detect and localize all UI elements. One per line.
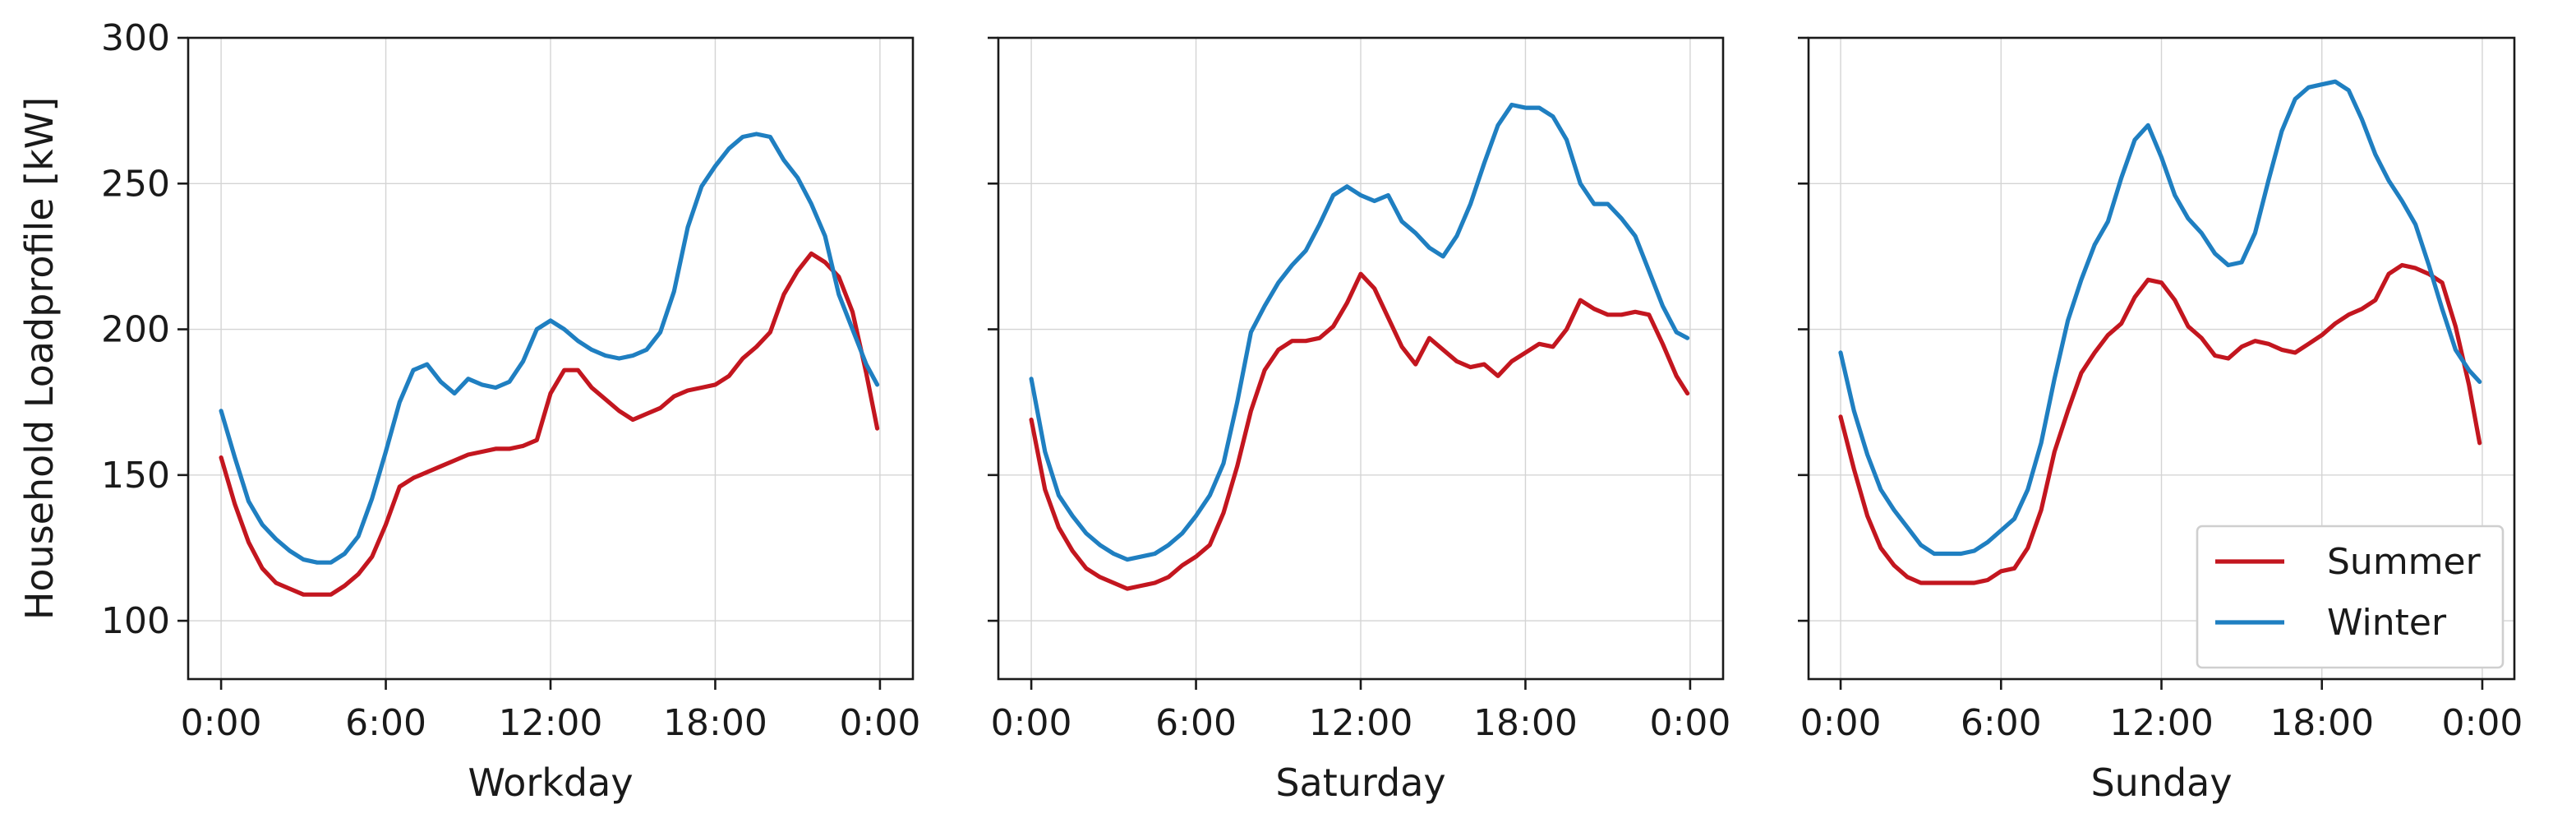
series-line-summer (219, 251, 880, 597)
legend-label-winter: Winter (2327, 602, 2447, 644)
y-tick-label: 100 (101, 600, 170, 642)
series-line-summer (1838, 262, 2482, 585)
y-tick-label: 150 (101, 455, 170, 497)
x-tick-label: 0:00 (1650, 702, 1731, 744)
x-axis-label: Saturday (1275, 760, 1445, 805)
x-tick-label: 18:00 (1473, 702, 1578, 744)
series-line-summer (1029, 271, 1690, 591)
legend: Summer Winter (2196, 525, 2505, 669)
x-tick-label: 12:00 (1309, 702, 1413, 744)
panel-workday: 100 150 200 250 300 0:00 6:00 12:00 18:00 0:00 Wor… (101, 17, 920, 805)
x-tick-label: 6:00 (345, 702, 426, 744)
x-tick-label: 12:00 (2109, 702, 2214, 744)
y-tick-label: 200 (101, 309, 170, 351)
panel-sunday: 0:00 6:00 12:00 18:00 0:00 Sunday (1798, 36, 2523, 805)
x-tick-label: 0:00 (991, 702, 1072, 744)
x-tick-label: 0:00 (1800, 702, 1882, 744)
y-tick-label: 250 (101, 163, 170, 205)
x-tick-label: 0:00 (2442, 702, 2523, 744)
x-tick-label: 18:00 (2270, 702, 2374, 744)
y-axis-label: Household Loadprofile [kW] (17, 97, 62, 620)
x-tick-label: 12:00 (499, 702, 603, 744)
x-tick-label: 6:00 (1961, 702, 2042, 744)
x-tick-label: 6:00 (1155, 702, 1237, 744)
y-tick-label: 300 (101, 17, 170, 59)
series-line-winter (1838, 79, 2482, 557)
x-tick-label: 0:00 (840, 702, 921, 744)
x-tick-label: 0:00 (181, 702, 262, 744)
x-axis-label: Workday (468, 760, 633, 805)
x-axis-label: Sunday (2090, 760, 2232, 805)
series-line-winter (219, 132, 880, 565)
legend-label-summer: Summer (2327, 541, 2482, 583)
series-line-winter (1029, 102, 1690, 562)
panel-saturday: 0:00 6:00 12:00 18:00 0:00 Saturday (988, 36, 1731, 805)
x-tick-label: 18:00 (663, 702, 767, 744)
